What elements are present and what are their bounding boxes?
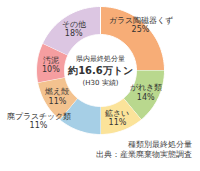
svg-text:その他18%: その他18% (62, 20, 86, 39)
svg-text:がれき類14%: がれき類14% (130, 83, 162, 102)
svg-text:(H30 実績): (H30 実績) (83, 79, 119, 87)
html-text:出典：産業廃棄物実態調査: 出典：産業廃棄物実態調査 (96, 150, 192, 159)
svg-text:県内最終処分量: 県内最終処分量 (76, 55, 125, 63)
svg-text:汚泥10%: 汚泥10% (42, 56, 60, 75)
svg-text:ガラス陶磁器くず25%: ガラス陶磁器くず25% (109, 16, 173, 35)
svg-text:鉱さい11%: 鉱さい11% (105, 109, 129, 128)
html-text:種類別最終処分量: 種類別最終処分量 (128, 140, 192, 149)
svg-text:燃え殻11%: 燃え殻11% (45, 87, 69, 106)
svg-text:廃プラスチック類11%: 廃プラスチック類11% (7, 112, 71, 131)
svg-text:約16.6万トン: 約16.6万トン (67, 65, 133, 76)
